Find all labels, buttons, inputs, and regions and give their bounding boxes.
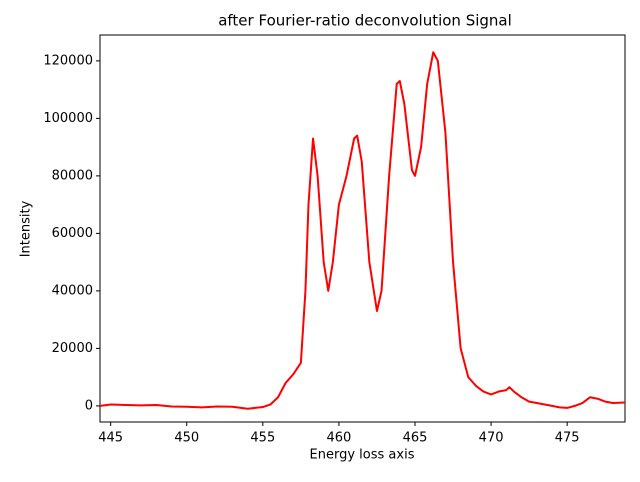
y-tick-label: 80000	[52, 168, 93, 183]
y-tick-label: 20000	[52, 341, 93, 356]
x-tick-label: 470	[479, 431, 504, 446]
y-tick-label: 0	[85, 398, 93, 413]
chart-title: after Fourier-ratio deconvolution Signal	[218, 12, 512, 30]
y-tick-label: 40000	[52, 283, 93, 298]
y-axis-label: Intensity	[19, 200, 34, 257]
x-tick-label: 445	[98, 431, 123, 446]
x-tick-label: 450	[174, 431, 199, 446]
y-tick-label: 100000	[43, 111, 93, 126]
y-tick-label: 60000	[52, 226, 93, 241]
x-tick-label: 465	[403, 431, 428, 446]
x-tick-label: 460	[326, 431, 351, 446]
y-tick-label: 120000	[43, 53, 93, 68]
x-tick-label: 455	[250, 431, 275, 446]
x-tick-label: 475	[555, 431, 580, 446]
line-series	[100, 51, 625, 410]
plot-frame	[99, 34, 626, 423]
x-axis-label: Energy loss axis	[310, 448, 415, 463]
